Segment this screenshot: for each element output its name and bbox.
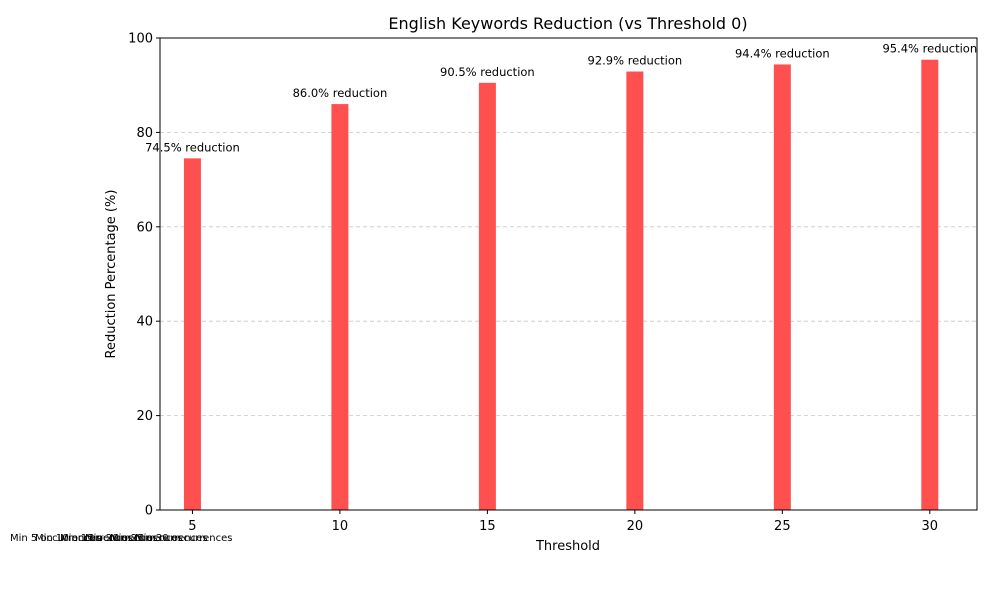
data-label: 92.9% reduction (588, 54, 683, 68)
plot-frame (159, 37, 978, 511)
x-axis-label: Threshold (535, 539, 600, 554)
threshold-annotation: Min 20 occurrences (85, 533, 182, 544)
bar (331, 104, 349, 510)
x-tick-label: 15 (479, 519, 496, 534)
y-tick-label: 100 (128, 32, 153, 47)
bar (921, 59, 939, 510)
threshold-annotation: Min 15 occurrences (60, 533, 157, 544)
data-label: 90.5% reduction (440, 65, 535, 79)
x-tick-label: 25 (774, 519, 791, 534)
data-label: 74.5% reduction (145, 140, 240, 154)
x-axis-ticks: 5 10 15 20 25 30 (188, 510, 938, 534)
data-label: 86.0% reduction (293, 86, 388, 100)
y-axis-label: Reduction Percentage (%) (104, 190, 119, 359)
y-tick-label: 60 (136, 220, 153, 235)
bar (183, 158, 201, 511)
threshold-annotation: Min 5 occurrences (10, 533, 101, 544)
x-tick-label: 10 (332, 519, 349, 534)
data-label: 95.4% reduction (882, 42, 977, 56)
bar (478, 82, 496, 510)
y-tick-label: 80 (136, 126, 153, 141)
x-tick-label: 20 (627, 519, 644, 534)
y-tick-label: 20 (136, 409, 153, 424)
data-labels: 74.5% reduction 86.0% reduction 90.5% redu… (145, 42, 977, 155)
y-tick-label: 40 (136, 315, 153, 330)
threshold-annotation: Min 10 occurrences (35, 533, 132, 544)
y-tick-label: 0 (145, 504, 153, 519)
threshold-annotation: Min 30 occurrences (135, 533, 232, 544)
bar (773, 64, 791, 510)
bars (183, 59, 939, 511)
y-axis-ticks: 0 20 40 60 80 100 (128, 32, 160, 519)
x-tick-label: 5 (188, 519, 196, 534)
threshold-annotation: Min 25 occurrences (110, 533, 207, 544)
chart-title: English Keywords Reduction (vs Threshold… (388, 14, 747, 33)
bar (626, 71, 644, 511)
data-label: 94.4% reduction (735, 46, 830, 60)
x-tick-label: 30 (922, 519, 939, 534)
